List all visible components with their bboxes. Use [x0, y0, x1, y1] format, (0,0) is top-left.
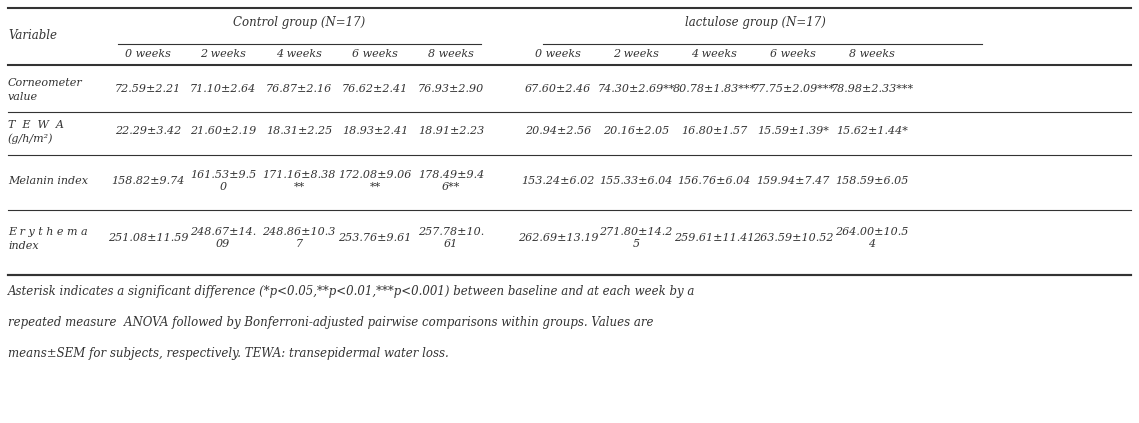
Text: 8 weeks: 8 weeks: [428, 49, 474, 59]
Text: 251.08±11.59: 251.08±11.59: [108, 233, 188, 243]
Text: 257.78±10.
61: 257.78±10. 61: [418, 227, 484, 249]
Text: 172.08±9.06
**: 172.08±9.06 **: [338, 170, 411, 192]
Text: Variable: Variable: [8, 28, 57, 41]
Text: 159.94±7.47: 159.94±7.47: [756, 176, 829, 186]
Text: 76.87±2.16: 76.87±2.16: [265, 84, 333, 94]
Text: 16.80±1.57: 16.80±1.57: [681, 126, 747, 136]
Text: 20.94±2.56: 20.94±2.56: [525, 126, 591, 136]
Text: E r y t h e m a: E r y t h e m a: [8, 227, 88, 237]
Text: 18.31±2.25: 18.31±2.25: [265, 126, 333, 136]
Text: 171.16±8.38
**: 171.16±8.38 **: [262, 170, 336, 192]
Text: 262.69±13.19: 262.69±13.19: [518, 233, 598, 243]
Text: 6 weeks: 6 weeks: [770, 49, 816, 59]
Text: 4 weeks: 4 weeks: [276, 49, 322, 59]
Text: 0 weeks: 0 weeks: [125, 49, 171, 59]
Text: 15.59±1.39*: 15.59±1.39*: [757, 126, 829, 136]
Text: 76.93±2.90: 76.93±2.90: [418, 84, 484, 94]
Text: Control group (N=17): Control group (N=17): [233, 16, 366, 28]
Text: 0 weeks: 0 weeks: [535, 49, 581, 59]
Text: 67.60±2.46: 67.60±2.46: [525, 84, 591, 94]
Text: 71.10±2.64: 71.10±2.64: [190, 84, 256, 94]
Text: 155.33±6.04: 155.33±6.04: [599, 176, 673, 186]
Text: 158.82±9.74: 158.82±9.74: [112, 176, 185, 186]
Text: Asterisk indicates a significant difference (*p<0.05,**p<0.01,***p<0.001) betwee: Asterisk indicates a significant differe…: [8, 285, 696, 297]
Text: 253.76±9.61: 253.76±9.61: [338, 233, 411, 243]
Text: 8 weeks: 8 weeks: [849, 49, 895, 59]
Text: 74.30±2.69**: 74.30±2.69**: [597, 84, 674, 94]
Text: 80.78±1.83***: 80.78±1.83***: [672, 84, 755, 94]
Text: 20.16±2.05: 20.16±2.05: [603, 126, 669, 136]
Text: Melanin index: Melanin index: [8, 176, 88, 186]
Text: 153.24±6.02: 153.24±6.02: [522, 176, 595, 186]
Text: 156.76±6.04: 156.76±6.04: [678, 176, 751, 186]
Text: 18.93±2.41: 18.93±2.41: [342, 126, 408, 136]
Text: value: value: [8, 92, 38, 102]
Text: 72.59±2.21: 72.59±2.21: [115, 84, 181, 94]
Text: 15.62±1.44*: 15.62±1.44*: [836, 126, 908, 136]
Text: Corneometer: Corneometer: [8, 78, 83, 88]
Text: 271.80±14.2
5: 271.80±14.2 5: [599, 227, 673, 249]
Text: T  E  W  A: T E W A: [8, 120, 64, 130]
Text: (g/h/m²): (g/h/m²): [8, 134, 54, 144]
Text: 21.60±2.19: 21.60±2.19: [190, 126, 256, 136]
Text: repeated measure  ANOVA followed by Bonferroni-adjusted pairwise comparisons wit: repeated measure ANOVA followed by Bonfe…: [8, 316, 654, 329]
Text: 178.49±9.4
6**: 178.49±9.4 6**: [418, 170, 484, 192]
Text: 264.00±10.5
4: 264.00±10.5 4: [835, 227, 909, 249]
Text: 22.29±3.42: 22.29±3.42: [115, 126, 181, 136]
Text: 18.91±2.23: 18.91±2.23: [418, 126, 484, 136]
Text: 158.59±6.05: 158.59±6.05: [835, 176, 909, 186]
Text: 161.53±9.5
0: 161.53±9.5 0: [190, 170, 256, 192]
Text: means±SEM for subjects, respectively. TEWA: transepidermal water loss.: means±SEM for subjects, respectively. TE…: [8, 346, 449, 360]
Text: 248.86±10.3
7: 248.86±10.3 7: [262, 227, 336, 249]
Text: lactulose group (N=17): lactulose group (N=17): [685, 16, 826, 28]
Text: 78.98±2.33***: 78.98±2.33***: [830, 84, 913, 94]
Text: 259.61±11.41: 259.61±11.41: [674, 233, 754, 243]
Text: 2 weeks: 2 weeks: [613, 49, 659, 59]
Text: index: index: [8, 241, 39, 251]
Text: 76.62±2.41: 76.62±2.41: [342, 84, 408, 94]
Text: 77.75±2.09***: 77.75±2.09***: [752, 84, 835, 94]
Text: 248.67±14.
09: 248.67±14. 09: [190, 227, 256, 249]
Text: 2 weeks: 2 weeks: [200, 49, 246, 59]
Text: 6 weeks: 6 weeks: [352, 49, 398, 59]
Text: 263.59±10.52: 263.59±10.52: [753, 233, 834, 243]
Text: 4 weeks: 4 weeks: [691, 49, 737, 59]
